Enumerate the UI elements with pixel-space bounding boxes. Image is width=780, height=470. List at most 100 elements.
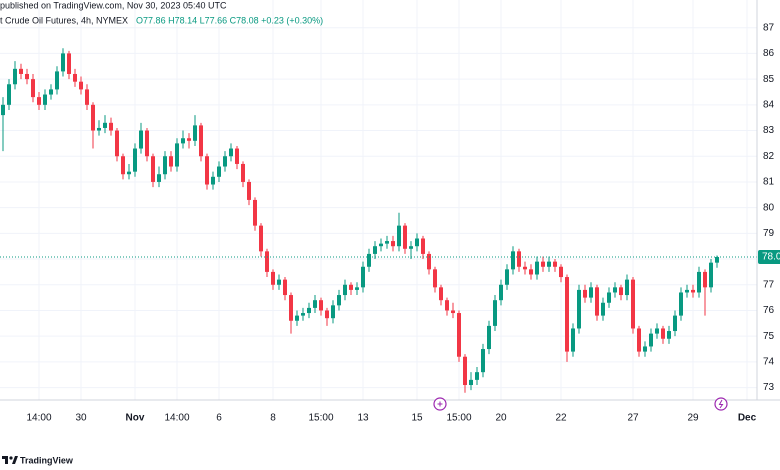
candle-body <box>541 261 545 267</box>
last-price-label: 78.08 <box>762 252 780 263</box>
candle-body <box>355 287 359 290</box>
candle-body <box>151 156 155 182</box>
candle-body <box>361 266 365 288</box>
candle-body <box>685 289 689 293</box>
candle-body <box>403 225 407 249</box>
candle-body <box>619 287 623 296</box>
candle-body <box>19 68 23 74</box>
y-tick-label: 87 <box>763 22 775 33</box>
published-note: published on TradingView.com, Nov 30, 20… <box>0 0 227 10</box>
candle-body <box>277 279 281 285</box>
candle-body <box>37 97 41 105</box>
y-tick-label: 74 <box>763 357 775 368</box>
x-tick-label: 22 <box>555 413 567 424</box>
candle-body <box>697 271 701 293</box>
candle-body <box>49 89 53 95</box>
candle-body <box>691 289 695 293</box>
candle-body <box>211 176 215 185</box>
candle-body <box>133 148 137 172</box>
candle-body <box>439 287 443 301</box>
candle-body <box>67 53 71 74</box>
candle-body <box>319 300 323 311</box>
candle-body <box>511 251 515 270</box>
candle-body <box>529 269 533 275</box>
candle-body <box>229 148 233 157</box>
event-icon[interactable] <box>714 397 728 411</box>
candle-body <box>667 331 671 339</box>
candle-body <box>709 262 713 288</box>
candle-body <box>397 225 401 247</box>
ohlc-legend: O77.86 H78.14 L77.66 C78.08 +0.23 (+0.30… <box>136 15 323 25</box>
candle-body <box>655 328 659 334</box>
candle-body <box>115 130 119 157</box>
candle-body <box>295 315 299 321</box>
last-price-tag <box>758 250 780 265</box>
candle-body <box>703 271 707 288</box>
candle-body <box>445 300 449 311</box>
x-tick-label: 15 <box>411 413 423 424</box>
candle-body <box>565 277 569 352</box>
candle-body <box>73 73 77 82</box>
y-tick-label: 80 <box>763 202 775 213</box>
y-tick-label: 76 <box>763 305 775 316</box>
x-tick-label: 14:00 <box>164 413 189 424</box>
candle-body <box>127 171 131 175</box>
candle-body <box>553 261 557 267</box>
candle-body <box>109 122 113 131</box>
candle-body <box>517 251 521 267</box>
candle-body <box>61 53 65 72</box>
candle-body <box>463 356 467 386</box>
chart-title: t Crude Oil Futures, 4h, NYMEX <box>0 15 128 25</box>
event-icon[interactable] <box>433 397 447 411</box>
candle-body <box>613 287 617 293</box>
candle-body <box>451 310 455 314</box>
y-tick-label: 75 <box>763 331 775 342</box>
candle-body <box>43 94 47 105</box>
candle-body <box>481 349 485 373</box>
candle-body <box>409 246 413 249</box>
candle-body <box>91 104 95 131</box>
candle-body <box>379 243 383 247</box>
candle-body <box>307 307 311 314</box>
candle-body <box>547 261 551 267</box>
candle-body <box>145 130 149 157</box>
x-tick-label: 8 <box>270 413 276 424</box>
brand-logo: TradingView <box>2 455 74 465</box>
candle-body <box>289 295 293 321</box>
candle-body <box>367 253 371 267</box>
candle-body <box>427 253 431 270</box>
candle-body <box>271 271 275 285</box>
candle-body <box>163 156 167 175</box>
candle-body <box>421 238 425 254</box>
candle-body <box>103 122 107 128</box>
x-tick-label: 27 <box>627 413 639 424</box>
candle-body <box>415 238 419 247</box>
candle-body <box>79 81 83 90</box>
candle-body <box>283 279 287 296</box>
candle-body <box>55 71 59 90</box>
brand-name: TradingView <box>20 455 74 465</box>
candle-body <box>85 89 89 105</box>
candle-body <box>679 292 683 316</box>
candle-body <box>175 143 179 167</box>
candle-body <box>637 328 641 352</box>
candle-body <box>601 302 605 316</box>
candle-body <box>475 372 479 380</box>
candle-body <box>301 313 305 316</box>
candle-body <box>7 84 11 105</box>
candle-body <box>139 130 143 149</box>
candle-body <box>13 68 17 85</box>
candle-body <box>205 156 209 185</box>
x-tick-label: 13 <box>357 413 369 424</box>
candle-body <box>25 73 29 80</box>
candle-body <box>535 261 539 275</box>
candle-body <box>97 127 101 131</box>
candle-body <box>247 181 251 200</box>
axis-layer: 73747576777879808182838485868714:0030Nov… <box>26 22 780 424</box>
candle-body <box>625 279 629 296</box>
candle-body <box>385 241 389 244</box>
candle-body <box>583 289 587 298</box>
